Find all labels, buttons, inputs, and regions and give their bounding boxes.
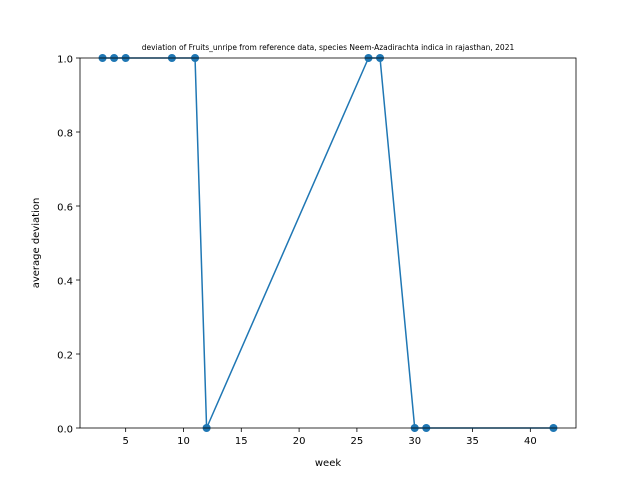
chart-title: deviation of Fruits_unripe from referenc… — [142, 43, 515, 52]
x-tick-label: 30 — [408, 436, 421, 447]
y-tick-label: 1.0 — [57, 55, 73, 66]
x-tick-label: 25 — [351, 436, 364, 447]
y-tick-label: 0.2 — [57, 351, 73, 362]
y-tick-label: 0.8 — [57, 129, 73, 140]
y-axis-title: average deviation — [31, 198, 42, 289]
x-tick-label: 10 — [177, 436, 190, 447]
axes-frame — [79, 57, 577, 429]
x-tick-label: 15 — [235, 436, 248, 447]
x-tick-label: 5 — [122, 436, 128, 447]
x-tick-label: 35 — [466, 436, 479, 447]
x-tick-label: 20 — [293, 436, 306, 447]
plot-area: 5 10 15 20 25 30 35 40 0.0 0.2 0.4 0.6 0.8 1.0 — [57, 54, 577, 447]
y-tick-label: 0.6 — [57, 203, 73, 214]
x-tick-label: 40 — [524, 436, 537, 447]
x-axis-title: week — [315, 458, 341, 469]
y-tick-label: 0.0 — [57, 425, 73, 436]
y-tick-label: 0.4 — [57, 277, 73, 288]
